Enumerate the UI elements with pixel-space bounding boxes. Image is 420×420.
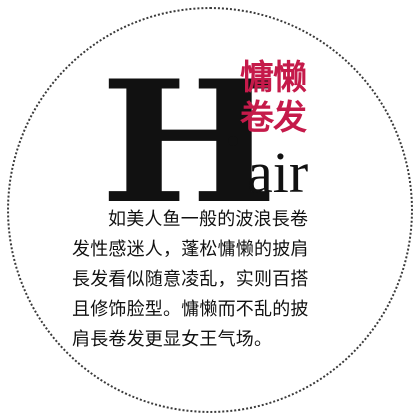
decorative-dot: [228, 136, 238, 146]
red-title: 慵懒 卷发: [240, 58, 312, 138]
red-title-line-2: 卷发: [240, 98, 307, 138]
big-letter-h: H: [100, 43, 278, 241]
body-paragraph: 如美人鱼一般的波浪長卷 发性感迷人，蓬松慵懒的披肩 長发看似随意凌乱，实则百搭 …: [72, 205, 362, 355]
dotted-circle-frame: [7, 7, 413, 413]
body-line-5: 肩長卷发更显女王气场。: [72, 329, 273, 350]
body-line-4: 且修饰脸型。慵懒而不乱的披: [72, 299, 309, 320]
body-line-2: 发性感迷人，蓬松慵懒的披肩: [72, 239, 309, 260]
word-air: air: [247, 140, 309, 205]
body-line-3: 長发看似随意凌乱，实则百搭: [72, 269, 309, 290]
red-title-line-1: 慵懒: [240, 58, 307, 98]
body-line-1: 如美人鱼一般的波浪長卷: [108, 209, 309, 230]
